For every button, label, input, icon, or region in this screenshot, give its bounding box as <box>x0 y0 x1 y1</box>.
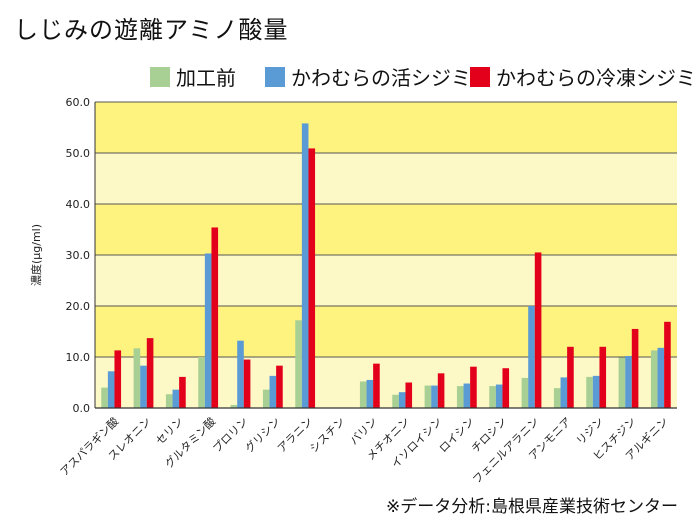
bar-processed <box>133 348 141 408</box>
legend-label-frozen: かわむらの冷凍シジミ <box>496 66 696 90</box>
bar-processed <box>392 394 399 408</box>
bar-processed <box>521 377 529 408</box>
bar-processed <box>553 388 561 408</box>
bar-frozen <box>437 373 445 408</box>
bar-frozen <box>276 365 283 408</box>
bar-processed <box>424 385 432 408</box>
bar-live <box>269 375 277 408</box>
bar-processed <box>489 386 496 408</box>
plot-band <box>95 204 677 255</box>
y-tick-label: 30.0 <box>66 249 91 262</box>
bar-processed <box>359 381 367 408</box>
bars <box>101 123 671 409</box>
axes <box>94 102 677 409</box>
bar-processed <box>586 376 593 408</box>
bar-live <box>657 347 665 408</box>
bar-processed <box>650 350 658 408</box>
bar-processed <box>295 320 302 408</box>
legend-label-processed: 加工前 <box>176 66 236 90</box>
bar-live <box>431 385 438 408</box>
y-tick-label: 20.0 <box>66 300 91 313</box>
bar-frozen <box>243 359 251 408</box>
plot-band <box>95 255 677 306</box>
bar-processed <box>198 357 205 408</box>
bar-frozen <box>534 252 542 408</box>
bar-live <box>463 383 471 408</box>
chart-title: しじみの遊離アミノ酸量 <box>14 16 289 44</box>
bar-live <box>140 365 147 408</box>
bar-frozen <box>211 227 219 408</box>
bar-live <box>301 123 309 409</box>
bar-live <box>560 377 568 408</box>
plot-band <box>95 102 677 153</box>
bar-frozen <box>664 321 671 408</box>
bar-frozen <box>373 363 380 408</box>
bar-frozen <box>599 346 607 408</box>
bar-frozen <box>502 368 510 408</box>
bar-live <box>366 379 374 408</box>
bar-processed <box>262 389 270 408</box>
bar-processed <box>230 404 238 408</box>
legend-label-live: かわむらの活シジミ <box>291 66 471 90</box>
legend-item-frozen: かわむらの冷凍シジミ <box>470 62 696 91</box>
legend-item-live: かわむらの活シジミ <box>265 62 471 91</box>
y-tick-label: 50.0 <box>66 147 91 160</box>
plot-background <box>95 102 677 408</box>
bar-frozen <box>631 328 639 408</box>
bar-frozen <box>470 366 477 408</box>
bar-live <box>592 375 600 408</box>
bar-processed <box>101 387 108 408</box>
gridlines <box>95 101 677 409</box>
bar-live <box>625 355 632 408</box>
y-axis-label: 濃度(μg/ml) <box>29 224 43 286</box>
bar-processed <box>618 357 626 408</box>
bar-frozen <box>308 148 316 408</box>
y-tick-label: 60.0 <box>66 96 91 109</box>
bar-live <box>495 384 503 408</box>
legend-item-processed: 加工前 <box>150 62 236 91</box>
y-tick-label: 0.0 <box>73 402 91 415</box>
bar-processed <box>456 386 464 408</box>
legend-swatch-live <box>265 66 285 87</box>
plot-band <box>95 153 677 204</box>
y-tick-label: 10.0 <box>66 351 91 364</box>
legend-swatch-frozen <box>470 66 490 87</box>
bar-frozen <box>567 346 574 408</box>
bar-live <box>398 392 406 408</box>
bar-live <box>237 340 244 408</box>
bar-frozen <box>114 350 122 408</box>
plot-band <box>95 306 677 357</box>
bar-live <box>107 371 115 408</box>
bar-processed <box>165 394 173 408</box>
bar-frozen <box>179 376 186 408</box>
bar-live <box>528 306 535 408</box>
y-tick-label: 40.0 <box>66 198 91 211</box>
x-tick-label: シスチン <box>307 415 347 455</box>
bar-frozen <box>405 382 413 408</box>
bar-live <box>172 389 180 408</box>
bar-live <box>204 253 212 408</box>
legend-swatch-processed <box>150 66 170 87</box>
bar-frozen <box>146 338 154 408</box>
plot-band <box>95 357 677 408</box>
data-source-note: ※データ分析:島根県産業技術センター <box>386 497 678 517</box>
y-tick-labels: 0.0 10.0 20.0 30.0 40.0 50.0 60.0 <box>66 96 91 415</box>
